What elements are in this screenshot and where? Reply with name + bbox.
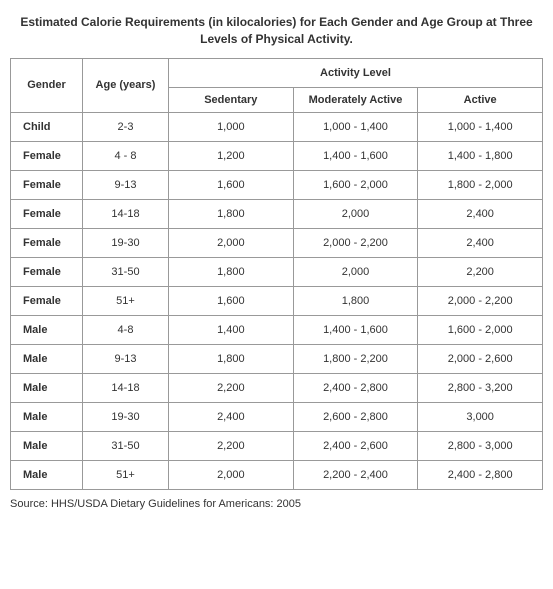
cell-moderate: 2,400 - 2,800 [293, 373, 418, 402]
cell-sedentary: 1,800 [169, 257, 294, 286]
cell-age: 19-30 [83, 402, 169, 431]
cell-active: 1,400 - 1,800 [418, 141, 543, 170]
cell-moderate: 2,200 - 2,400 [293, 460, 418, 489]
table-row: Child2-31,0001,000 - 1,4001,000 - 1,400 [11, 112, 543, 141]
cell-moderate: 2,600 - 2,800 [293, 402, 418, 431]
table-row: Female4 - 81,2001,400 - 1,6001,400 - 1,8… [11, 141, 543, 170]
cell-moderate: 1,400 - 1,600 [293, 315, 418, 344]
source-note: Source: HHS/USDA Dietary Guidelines for … [10, 498, 543, 510]
cell-moderate: 2,000 [293, 199, 418, 228]
cell-moderate: 1,800 [293, 286, 418, 315]
table-row: Female14-181,8002,0002,400 [11, 199, 543, 228]
table-header: Gender Age (years) Activity Level Sedent… [11, 58, 543, 112]
table-row: Female51+1,6001,8002,000 - 2,200 [11, 286, 543, 315]
cell-sedentary: 2,400 [169, 402, 294, 431]
table-row: Female19-302,0002,000 - 2,2002,400 [11, 228, 543, 257]
cell-age: 19-30 [83, 228, 169, 257]
table-row: Male4-81,4001,400 - 1,6001,600 - 2,000 [11, 315, 543, 344]
cell-sedentary: 1,800 [169, 199, 294, 228]
cell-sedentary: 1,600 [169, 170, 294, 199]
table-row: Male19-302,4002,600 - 2,8003,000 [11, 402, 543, 431]
cell-moderate: 1,600 - 2,000 [293, 170, 418, 199]
cell-age: 9-13 [83, 344, 169, 373]
header-sedentary: Sedentary [169, 87, 294, 112]
cell-sedentary: 1,800 [169, 344, 294, 373]
cell-gender: Male [11, 460, 83, 489]
cell-sedentary: 2,000 [169, 228, 294, 257]
header-age: Age (years) [83, 58, 169, 112]
cell-active: 2,000 - 2,200 [418, 286, 543, 315]
table-row: Female9-131,6001,600 - 2,0001,800 - 2,00… [11, 170, 543, 199]
cell-sedentary: 2,200 [169, 373, 294, 402]
table-title: Estimated Calorie Requirements (in kiloc… [10, 14, 543, 48]
cell-age: 9-13 [83, 170, 169, 199]
header-moderate: Moderately Active [293, 87, 418, 112]
table-row: Male31-502,2002,400 - 2,6002,800 - 3,000 [11, 431, 543, 460]
cell-active: 2,800 - 3,000 [418, 431, 543, 460]
cell-active: 2,400 [418, 199, 543, 228]
table-row: Male9-131,8001,800 - 2,2002,000 - 2,600 [11, 344, 543, 373]
cell-gender: Female [11, 286, 83, 315]
cell-active: 1,000 - 1,400 [418, 112, 543, 141]
cell-gender: Male [11, 402, 83, 431]
cell-active: 2,000 - 2,600 [418, 344, 543, 373]
table-row: Male51+2,0002,200 - 2,4002,400 - 2,800 [11, 460, 543, 489]
header-gender: Gender [11, 58, 83, 112]
cell-sedentary: 1,000 [169, 112, 294, 141]
calorie-table: Gender Age (years) Activity Level Sedent… [10, 58, 543, 490]
cell-sedentary: 1,600 [169, 286, 294, 315]
cell-moderate: 1,400 - 1,600 [293, 141, 418, 170]
table-body: Child2-31,0001,000 - 1,4001,000 - 1,400F… [11, 112, 543, 489]
header-active: Active [418, 87, 543, 112]
cell-age: 4 - 8 [83, 141, 169, 170]
cell-active: 2,800 - 3,200 [418, 373, 543, 402]
cell-age: 4-8 [83, 315, 169, 344]
cell-active: 3,000 [418, 402, 543, 431]
cell-gender: Female [11, 170, 83, 199]
cell-sedentary: 2,000 [169, 460, 294, 489]
cell-active: 2,400 - 2,800 [418, 460, 543, 489]
cell-gender: Male [11, 431, 83, 460]
cell-age: 31-50 [83, 431, 169, 460]
cell-moderate: 2,000 [293, 257, 418, 286]
cell-age: 2-3 [83, 112, 169, 141]
table-row: Female31-501,8002,0002,200 [11, 257, 543, 286]
cell-moderate: 1,000 - 1,400 [293, 112, 418, 141]
cell-active: 2,400 [418, 228, 543, 257]
cell-gender: Female [11, 199, 83, 228]
cell-active: 2,200 [418, 257, 543, 286]
cell-moderate: 1,800 - 2,200 [293, 344, 418, 373]
cell-gender: Female [11, 257, 83, 286]
cell-age: 14-18 [83, 199, 169, 228]
cell-gender: Male [11, 315, 83, 344]
header-activity-group: Activity Level [169, 58, 543, 87]
cell-age: 31-50 [83, 257, 169, 286]
cell-moderate: 2,400 - 2,600 [293, 431, 418, 460]
cell-sedentary: 2,200 [169, 431, 294, 460]
cell-gender: Male [11, 344, 83, 373]
cell-age: 51+ [83, 286, 169, 315]
cell-sedentary: 1,200 [169, 141, 294, 170]
table-row: Male14-182,2002,400 - 2,8002,800 - 3,200 [11, 373, 543, 402]
cell-age: 14-18 [83, 373, 169, 402]
cell-moderate: 2,000 - 2,200 [293, 228, 418, 257]
cell-gender: Female [11, 228, 83, 257]
cell-gender: Child [11, 112, 83, 141]
cell-gender: Female [11, 141, 83, 170]
cell-age: 51+ [83, 460, 169, 489]
cell-gender: Male [11, 373, 83, 402]
cell-active: 1,800 - 2,000 [418, 170, 543, 199]
cell-active: 1,600 - 2,000 [418, 315, 543, 344]
cell-sedentary: 1,400 [169, 315, 294, 344]
